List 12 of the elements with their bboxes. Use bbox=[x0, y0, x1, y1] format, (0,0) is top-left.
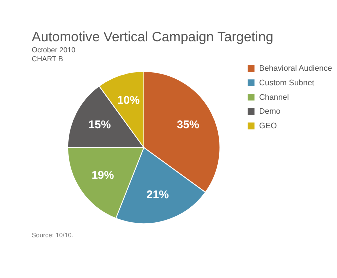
data-label: 10% bbox=[118, 94, 140, 107]
legend-label: Custom Subnet bbox=[259, 78, 316, 88]
data-label: 35% bbox=[177, 119, 200, 132]
chart-subtitle: October 2010 CHART B bbox=[32, 46, 76, 64]
legend-label: Demo bbox=[259, 107, 282, 116]
data-label: 19% bbox=[92, 170, 114, 182]
data-label: 21% bbox=[146, 190, 170, 202]
legend-label: GEO bbox=[259, 122, 278, 131]
chart-title: Automotive Vertical Campaign Targeting bbox=[32, 29, 274, 44]
legend-label: Behavioral Audience bbox=[259, 64, 333, 73]
legend-label: Channel bbox=[259, 92, 290, 102]
data-label: 15% bbox=[88, 119, 112, 132]
